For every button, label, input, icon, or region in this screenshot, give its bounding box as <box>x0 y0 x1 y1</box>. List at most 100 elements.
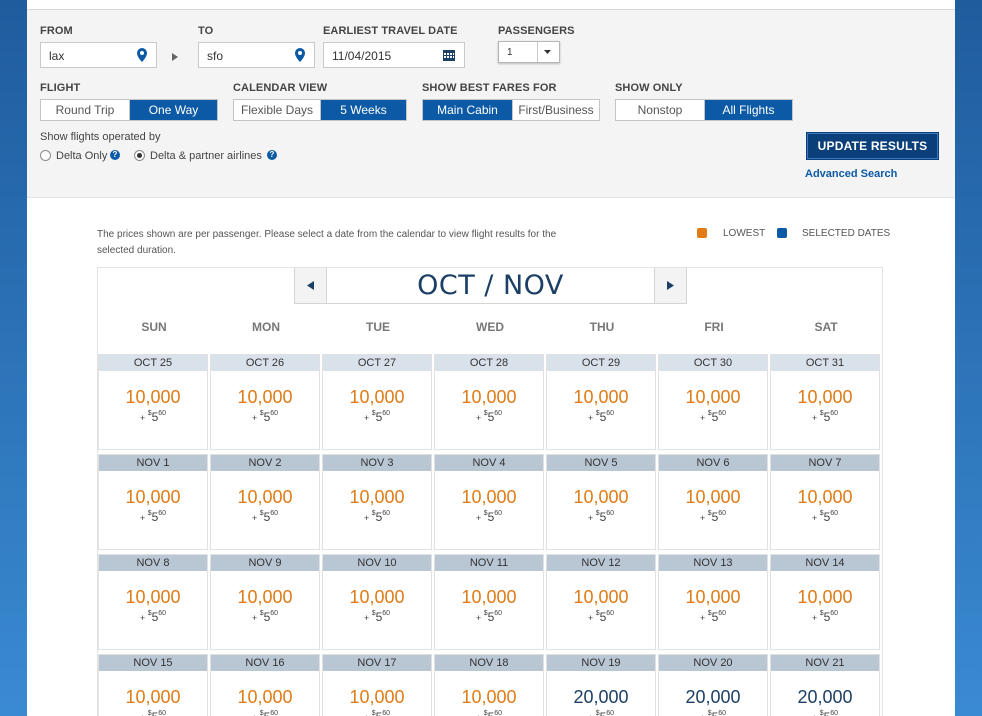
fee-main: 5 <box>263 610 271 624</box>
date-cell[interactable]: NOV 12 10,000 + $560 <box>546 554 656 650</box>
weekday-label: SAT <box>814 320 838 334</box>
advanced-search-link[interactable]: Advanced Search <box>805 168 898 180</box>
fee-dollar: $ <box>483 410 488 417</box>
delta-only-label[interactable]: Delta Only <box>56 150 108 162</box>
fee-prefix: + <box>252 713 257 716</box>
date-cell[interactable]: NOV 21 20,000 + $560 <box>770 654 880 716</box>
fee-prefix: + <box>812 713 817 716</box>
passengers-label: PASSENGERS <box>498 25 575 37</box>
weekday-label: SUN <box>141 320 167 334</box>
passengers-select[interactable]: 1 <box>498 41 560 63</box>
question-icon[interactable]: ? <box>267 150 277 160</box>
date-cell[interactable]: OCT 25 10,000 + $560 <box>98 354 208 450</box>
fee-dollar: $ <box>595 710 600 716</box>
date-cell[interactable]: NOV 13 10,000 + $560 <box>658 554 768 650</box>
fee-dollar: $ <box>371 610 376 617</box>
fee-dollar: $ <box>707 510 712 517</box>
fee-amount: + $560 <box>659 510 767 524</box>
fare-calendar: OCT / NOV SUN MON TUE WED THU FRI SAT OCT 25 10… <box>97 267 883 716</box>
fee-cents: 60 <box>494 610 503 617</box>
fee-cents: 60 <box>158 510 167 517</box>
question-icon[interactable]: ? <box>110 150 120 160</box>
chevron-down-icon <box>544 50 551 54</box>
date-cell[interactable]: NOV 10 10,000 + $560 <box>322 554 432 650</box>
date-cell[interactable]: OCT 29 10,000 + $560 <box>546 354 656 450</box>
all-flights-option[interactable]: All Flights <box>704 100 792 120</box>
fee-cents: 60 <box>606 710 615 716</box>
date-cell[interactable]: NOV 20 20,000 + $560 <box>658 654 768 716</box>
date-cell[interactable]: OCT 31 10,000 + $560 <box>770 354 880 450</box>
fee-amount: + $560 <box>547 410 655 424</box>
miles-price: 10,000 <box>237 487 293 507</box>
date-cell[interactable]: NOV 5 10,000 + $560 <box>546 454 656 550</box>
fee-cents: 60 <box>270 510 279 517</box>
date-cell[interactable]: NOV 2 10,000 + $560 <box>210 454 320 550</box>
date-field[interactable]: 11/04/2015 <box>323 42 465 68</box>
date-cell[interactable]: NOV 16 10,000 + $560 <box>210 654 320 716</box>
date-cell[interactable]: NOV 4 10,000 + $560 <box>434 454 544 550</box>
weekday-label: FRI <box>704 320 724 334</box>
delta-partner-label[interactable]: Delta & partner airlines <box>150 150 262 162</box>
miles-price: 10,000 <box>237 587 293 607</box>
weekday-label: TUE <box>366 320 390 334</box>
date-cell[interactable]: NOV 14 10,000 + $560 <box>770 554 880 650</box>
delta-partner-radio[interactable] <box>134 150 145 161</box>
fee-prefix: + <box>364 713 369 716</box>
previous-month-button[interactable] <box>295 268 327 303</box>
date-cell[interactable]: NOV 8 10,000 + $560 <box>98 554 208 650</box>
fee-amount: + $560 <box>547 510 655 524</box>
fee-dollar: $ <box>259 710 264 716</box>
miles-price: 10,000 <box>349 587 405 607</box>
date-cell[interactable]: OCT 26 10,000 + $560 <box>210 354 320 450</box>
from-field[interactable]: lax <box>40 42 157 68</box>
date-cell[interactable]: NOV 15 10,000 + $560 <box>98 654 208 716</box>
date-label: NOV 19 <box>547 655 655 671</box>
fee-amount: + $560 <box>323 410 431 424</box>
main-panel: FROM lax TO sfo EARLIEST TRAVEL DATE 11/… <box>27 0 955 716</box>
miles-price: 10,000 <box>349 487 405 507</box>
date-cell[interactable]: NOV 9 10,000 + $560 <box>210 554 320 650</box>
fee-dollar: $ <box>147 610 152 617</box>
date-cell[interactable]: NOV 7 10,000 + $560 <box>770 454 880 550</box>
miles-price: 10,000 <box>461 687 517 707</box>
date-cell[interactable]: NOV 6 10,000 + $560 <box>658 454 768 550</box>
fee-main: 5 <box>712 710 719 716</box>
fee-main: 5 <box>264 710 271 716</box>
date-cell[interactable]: NOV 3 10,000 + $560 <box>322 454 432 550</box>
fee-dollar: $ <box>595 610 600 617</box>
fee-prefix: + <box>475 413 482 423</box>
date-cell[interactable]: NOV 18 10,000 + $560 <box>434 654 544 716</box>
nonstop-option[interactable]: Nonstop <box>637 103 683 117</box>
calendar-icon[interactable] <box>443 49 455 61</box>
to-field[interactable]: sfo <box>198 42 315 68</box>
update-results-button[interactable]: UPDATE RESULTS <box>806 132 939 160</box>
date-cell[interactable]: NOV 11 10,000 + $560 <box>434 554 544 650</box>
flexible-days-option[interactable]: Flexible Days <box>240 103 314 117</box>
five-weeks-option[interactable]: 5 Weeks <box>320 100 406 120</box>
fee-dollar: $ <box>707 410 712 417</box>
fee-amount: + $560 <box>323 610 431 624</box>
weekday-label: WED <box>476 320 504 334</box>
one-way-option[interactable]: One Way <box>129 100 217 120</box>
date-label: NOV 8 <box>99 555 207 571</box>
date-cell[interactable]: OCT 30 10,000 + $560 <box>658 354 768 450</box>
date-label: OCT 25 <box>99 355 207 371</box>
right-arrow-icon <box>667 281 674 290</box>
delta-only-radio[interactable] <box>40 150 51 161</box>
date-cell[interactable]: NOV 1 10,000 + $560 <box>98 454 208 550</box>
fee-amount: + $560 <box>771 410 879 424</box>
first-business-option[interactable]: First/Business <box>512 100 599 120</box>
date-cell[interactable]: OCT 28 10,000 + $560 <box>434 354 544 450</box>
date-cell[interactable]: OCT 27 10,000 + $560 <box>322 354 432 450</box>
next-month-button[interactable] <box>654 268 686 303</box>
fee-main: 5 <box>487 510 495 524</box>
fee-prefix: + <box>139 413 146 423</box>
main-cabin-option[interactable]: Main Cabin <box>423 100 512 120</box>
date-cell[interactable]: NOV 19 20,000 + $560 <box>546 654 656 716</box>
date-cell[interactable]: NOV 17 10,000 + $560 <box>322 654 432 716</box>
fee-main: 5 <box>151 410 159 424</box>
date-label: OCT 31 <box>771 355 879 371</box>
round-trip-option[interactable]: Round Trip <box>55 103 115 117</box>
fee-dollar: $ <box>819 510 824 517</box>
fee-amount: + $560 <box>211 410 319 424</box>
